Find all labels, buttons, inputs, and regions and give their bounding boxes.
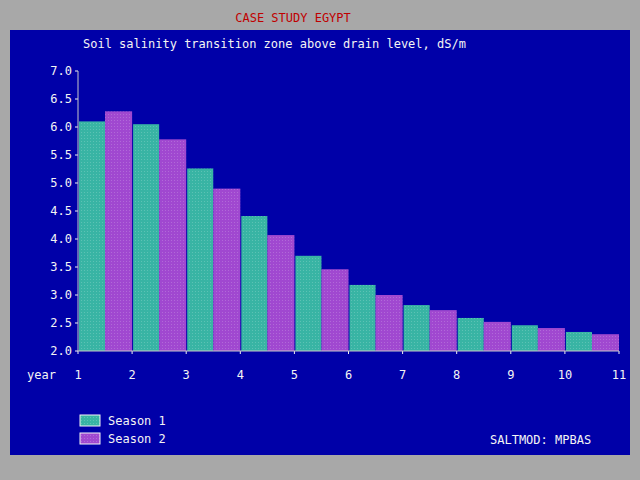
x-tick-label: 11 [612, 368, 626, 382]
x-tick-label: 3 [183, 368, 190, 382]
x-tick-label: 9 [507, 368, 514, 382]
bar [133, 124, 159, 351]
x-tick-label: 1 [74, 368, 81, 382]
bar [404, 305, 430, 351]
bar [512, 325, 538, 351]
panel [10, 30, 630, 455]
legend-swatch [80, 433, 100, 444]
y-axis [78, 71, 79, 351]
y-tick-label: 3.5 [50, 260, 72, 274]
x-tick-label: 10 [558, 368, 572, 382]
bar [295, 256, 321, 351]
x-tick-label: 8 [453, 368, 460, 382]
x-tick-label: 5 [291, 368, 298, 382]
y-tick-label: 3.0 [50, 288, 72, 302]
bar [105, 111, 132, 351]
legend-swatch [80, 415, 100, 426]
y-tick-label: 4.5 [50, 204, 72, 218]
y-tick-label: 6.5 [50, 92, 72, 106]
bar [187, 168, 213, 351]
annotation: SALTMOD: MPBAS [490, 433, 591, 447]
legend-label: Season 1 [108, 414, 166, 428]
y-tick-label: 5.5 [50, 148, 72, 162]
bar [566, 332, 592, 351]
background [0, 0, 640, 480]
subtitle: Soil salinity transition zone above drai… [83, 37, 466, 51]
y-tick-label: 2.0 [50, 344, 72, 358]
bar [538, 328, 565, 351]
legend-label: Season 2 [108, 432, 166, 446]
y-tick-label: 5.0 [50, 176, 72, 190]
bar [213, 189, 240, 351]
bar [430, 310, 457, 351]
bar [159, 139, 186, 351]
y-tick-label: 6.0 [50, 120, 72, 134]
bar [592, 334, 619, 351]
y-tick-label: 2.5 [50, 316, 72, 330]
bar [376, 295, 403, 351]
bar [241, 216, 267, 351]
x-tick-label: 7 [399, 368, 406, 382]
x-tick-label: 4 [237, 368, 244, 382]
bar [79, 121, 105, 351]
bar [267, 235, 294, 351]
x-axis-label: year [27, 368, 56, 382]
chart: CASE STUDY EGYPT Soil salinity transition… [0, 0, 640, 480]
x-tick-label: 6 [345, 368, 352, 382]
x-axis [78, 351, 619, 352]
bar [350, 285, 376, 351]
bar [458, 318, 484, 351]
bar [484, 322, 511, 351]
x-tick-label: 2 [128, 368, 135, 382]
y-tick-label: 7.0 [50, 64, 72, 78]
title: CASE STUDY EGYPT [235, 11, 351, 25]
y-tick-label: 4.0 [50, 232, 72, 246]
bar [321, 269, 348, 351]
